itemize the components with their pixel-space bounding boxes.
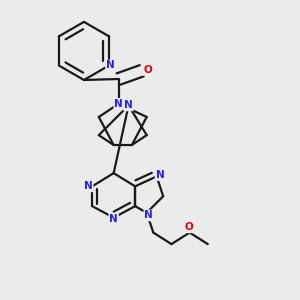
Text: N: N <box>106 61 115 70</box>
Text: N: N <box>124 100 133 110</box>
Text: N: N <box>84 181 93 191</box>
Text: N: N <box>155 170 164 180</box>
Text: N: N <box>109 214 118 224</box>
Text: N: N <box>144 210 153 220</box>
Text: O: O <box>143 65 152 75</box>
Text: N: N <box>114 99 123 109</box>
Text: O: O <box>184 222 193 232</box>
